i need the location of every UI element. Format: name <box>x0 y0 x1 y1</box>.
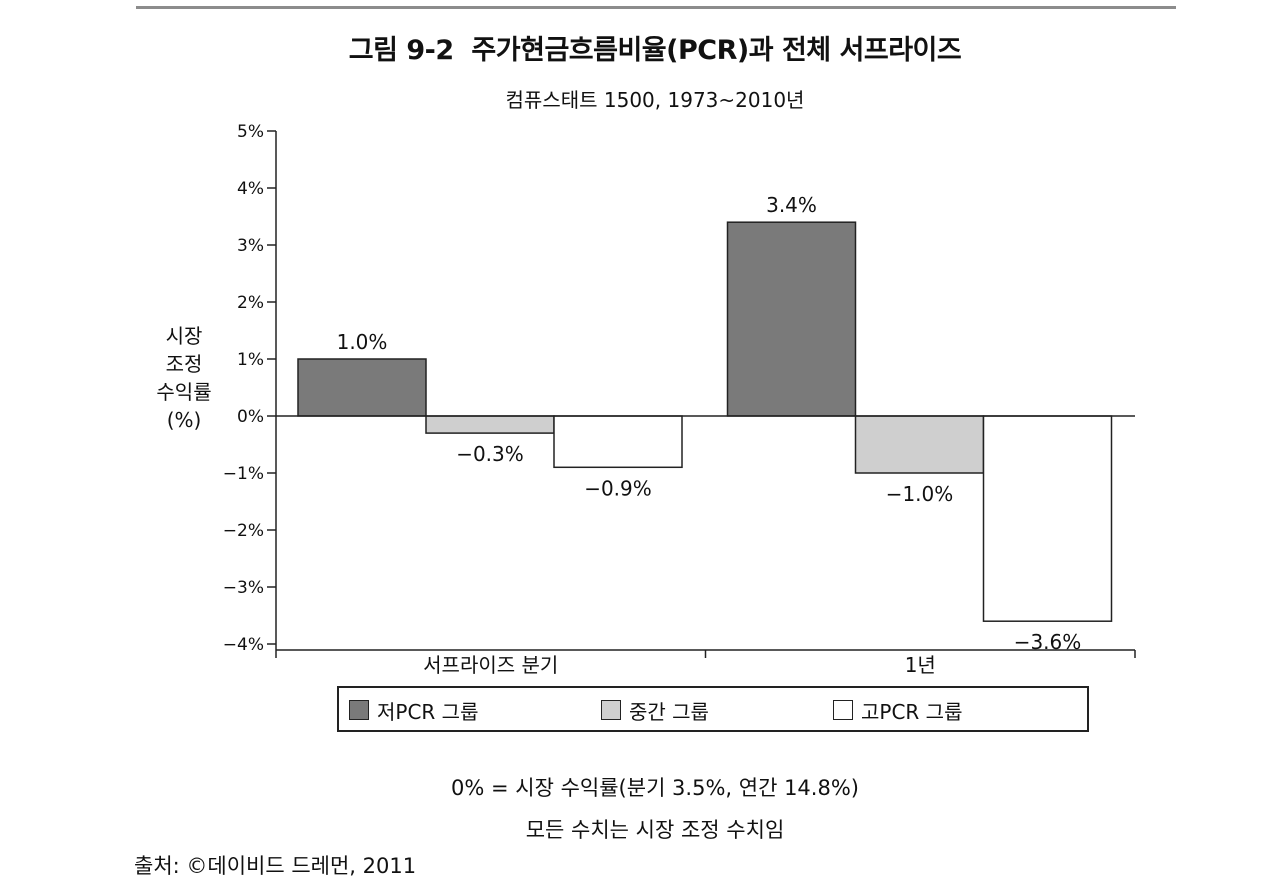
legend-swatch-low-pcr <box>349 700 369 720</box>
chart-subtitle: 컴퓨스태트 1500, 1973~2010년 <box>505 88 805 112</box>
y-tick-label: 5% <box>237 122 264 142</box>
figure-title: 주가현금흐름비율(PCR)과 전체 서프라이즈 <box>471 35 962 66</box>
y-axis-label-line: 시장 <box>165 324 203 348</box>
data-label: −3.6% <box>1014 630 1082 654</box>
data-label: 1.0% <box>337 330 388 354</box>
x-tick-label: 1년 <box>905 653 936 677</box>
y-tick-label: 0% <box>237 407 264 427</box>
y-axis-label-line: 조정 <box>165 352 203 376</box>
note-market-return: 0% = 시장 수익률(분기 3.5%, 연간 14.8%) <box>451 776 859 800</box>
data-label: 3.4% <box>766 193 817 217</box>
y-axis-label-line: 수익률 <box>156 380 212 404</box>
legend-label: 저PCR 그룹 <box>377 699 479 724</box>
y-tick-label: −3% <box>223 578 264 598</box>
source-credit: 출처: ©데이비드 드레먼, 2011 <box>134 854 417 878</box>
bar <box>982 415 1113 622</box>
legend-item-low-pcr: 저PCR 그룹 <box>349 697 479 724</box>
y-tick-label: 1% <box>237 350 264 370</box>
data-label: −0.3% <box>456 442 524 466</box>
bar <box>425 415 555 434</box>
top-rule <box>136 6 1176 9</box>
y-tick-label: 2% <box>237 293 264 313</box>
y-tick-label: −1% <box>223 464 264 484</box>
x-tick-label: 서프라이즈 분기 <box>423 653 558 677</box>
y-tick-label: 4% <box>237 179 264 199</box>
legend-item-middle: 중간 그룹 <box>601 697 709 724</box>
legend: 저PCR 그룹 중간 그룹 고PCR 그룹 <box>337 686 1089 732</box>
legend-label: 중간 그룹 <box>629 699 709 724</box>
y-tick-label: 3% <box>237 236 264 256</box>
bar <box>297 358 427 417</box>
legend-label: 고PCR 그룹 <box>861 699 963 724</box>
bar <box>726 221 857 417</box>
figure-label: 그림 9-2 <box>348 35 454 66</box>
bar <box>553 415 683 469</box>
chart-title: 그림 9-2 주가현금흐름비율(PCR)과 전체 서프라이즈 <box>0 28 1280 67</box>
legend-item-high-pcr: 고PCR 그룹 <box>833 697 963 724</box>
data-label: −0.9% <box>584 476 652 500</box>
y-tick-label: −4% <box>223 635 264 655</box>
bar <box>854 415 985 474</box>
y-tick-label: −2% <box>223 521 264 541</box>
note-adjusted: 모든 수치는 시장 조정 수치임 <box>525 818 785 842</box>
y-axis-label: 시장 조정 수익률 (%) <box>138 322 230 434</box>
legend-swatch-middle <box>601 700 621 720</box>
y-axis-label-line: (%) <box>166 408 202 432</box>
legend-swatch-high-pcr <box>833 700 853 720</box>
data-label: −1.0% <box>886 482 954 506</box>
